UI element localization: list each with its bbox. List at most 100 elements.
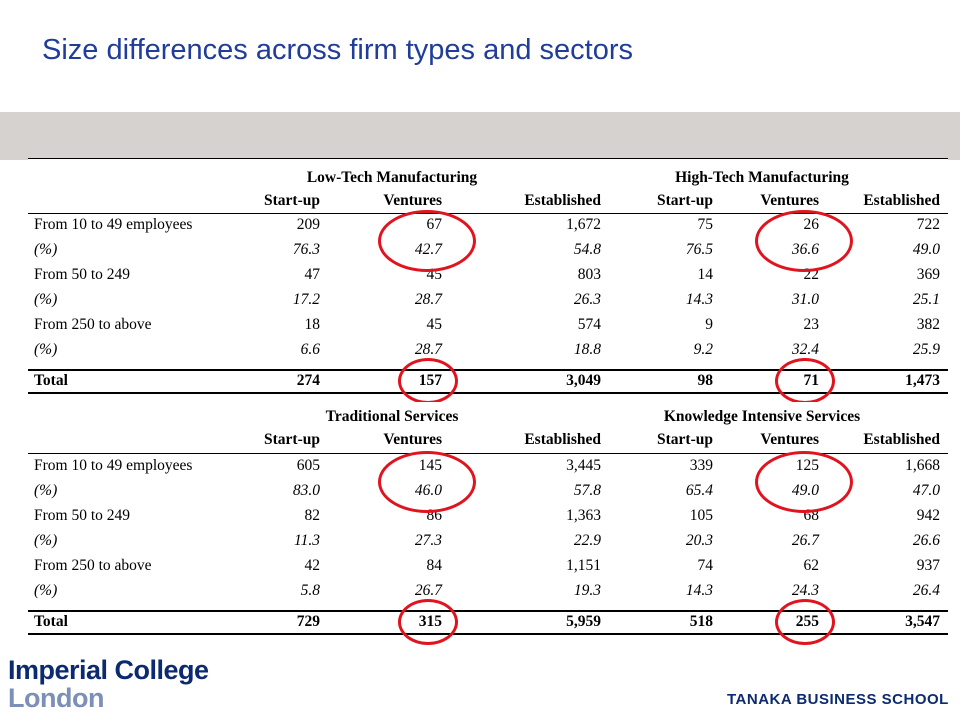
table-cell: 76.3 xyxy=(292,241,320,258)
table-cell: 382 xyxy=(916,316,940,333)
table-cell: 25.9 xyxy=(912,341,940,358)
column-header: Start-up xyxy=(657,431,713,448)
column-header: Start-up xyxy=(264,431,320,448)
table-services: Traditional Services Knowledge Intensive … xyxy=(28,402,948,645)
table-cell: 3,049 xyxy=(566,372,601,389)
column-header: Start-up xyxy=(657,192,713,209)
table-cell: 86 xyxy=(426,507,443,524)
table-cell: 49.0 xyxy=(912,241,940,258)
table-cell: 22.9 xyxy=(573,532,601,549)
table-cell: 45 xyxy=(426,266,443,283)
group-header: High-Tech Manufacturing xyxy=(675,169,849,186)
table-cell: 803 xyxy=(577,266,601,283)
table-cell: 5.8 xyxy=(300,582,320,599)
table-cell: 315 xyxy=(418,613,442,630)
table-cell: 105 xyxy=(689,507,713,524)
table-top-rule xyxy=(28,158,948,159)
table-cell: 54.8 xyxy=(573,241,601,258)
table-cell: 26.4 xyxy=(912,582,940,599)
row-label: From 250 to above xyxy=(34,557,152,574)
group-header: Low-Tech Manufacturing xyxy=(306,169,478,186)
table-cell: 26 xyxy=(803,216,820,233)
table-row: (%) 11.3 27.3 22.9 20.3 26.7 26.6 xyxy=(28,532,948,557)
row-label: Total xyxy=(34,372,68,389)
table-row: From 50 to 249 82 86 1,363 105 68 942 xyxy=(28,507,948,532)
column-header: Ventures xyxy=(760,431,819,448)
table-cell: 125 xyxy=(795,457,819,474)
table-row: (%) 17.2 28.7 26.3 14.3 31.0 25.1 xyxy=(28,291,948,316)
group-header: Traditional Services xyxy=(325,408,459,425)
table-cell: 42 xyxy=(304,557,321,574)
table-cell: 75 xyxy=(697,216,714,233)
table-cell: 369 xyxy=(916,266,940,283)
table-cell: 14.3 xyxy=(685,291,713,308)
table-cell: 28.7 xyxy=(414,291,442,308)
table-row: From 10 to 49 employees 605 145 3,445 339 125… xyxy=(28,457,948,482)
table-cell: 46.0 xyxy=(414,482,442,499)
table-cell: 57.8 xyxy=(573,482,601,499)
table-cell: 42.7 xyxy=(414,241,442,258)
table-cell: 14 xyxy=(697,266,714,283)
total-rule xyxy=(28,369,948,371)
table-cell: 5,959 xyxy=(566,613,601,630)
table-cell: 26.6 xyxy=(912,532,940,549)
row-label: From 250 to above xyxy=(34,316,152,333)
header-band xyxy=(0,112,960,160)
table-cell: 1,672 xyxy=(566,216,601,233)
table-cell: 18.8 xyxy=(573,341,601,358)
table-bottom-rule xyxy=(28,633,948,635)
row-label: From 10 to 49 employees xyxy=(34,216,193,233)
table-manufacturing: Low-Tech Manufacturing High-Tech Manufact… xyxy=(28,158,948,404)
table-cell: 1,363 xyxy=(566,507,601,524)
table-row: (%) 76.3 42.7 54.8 76.5 36.6 49.0 xyxy=(28,241,948,266)
table-cell: 605 xyxy=(296,457,320,474)
table-row: From 50 to 249 47 45 803 14 22 369 xyxy=(28,266,948,291)
table-cell: 1,668 xyxy=(905,457,940,474)
table-cell: 255 xyxy=(795,613,819,630)
row-label: (%) xyxy=(34,532,58,549)
table-cell: 74 xyxy=(697,557,714,574)
table-cell: 339 xyxy=(689,457,713,474)
table-row: (%) 83.0 46.0 57.8 65.4 49.0 47.0 xyxy=(28,482,948,507)
table-cell: 26.3 xyxy=(573,291,601,308)
row-label: Total xyxy=(34,613,68,630)
table-row: From 250 to above 18 45 574 9 23 382 xyxy=(28,316,948,341)
table-cell: 25.1 xyxy=(912,291,940,308)
table-cell: 9.2 xyxy=(693,341,713,358)
table-cell: 1,151 xyxy=(566,557,601,574)
header-rule xyxy=(28,213,948,214)
table-cell: 14.3 xyxy=(685,582,713,599)
table-cell: 47.0 xyxy=(912,482,940,499)
table-cell: 18 xyxy=(304,316,321,333)
table-cell: 49.0 xyxy=(791,482,819,499)
table-cell: 20.3 xyxy=(685,532,713,549)
group-header: Knowledge Intensive Services xyxy=(663,408,861,425)
row-label: (%) xyxy=(34,482,58,499)
table-cell: 3,547 xyxy=(905,613,940,630)
school-logo: TANAKA BUSINESS SCHOOL xyxy=(727,691,949,708)
column-header: Start-up xyxy=(264,192,320,209)
table-cell: 722 xyxy=(916,216,940,233)
table-cell: 26.7 xyxy=(791,532,819,549)
imperial-college-logo: Imperial College London xyxy=(8,655,209,713)
header-rule xyxy=(28,453,948,454)
table-row: Total 729 315 5,959 518 255 3,547 xyxy=(28,613,948,638)
table-cell: 36.6 xyxy=(791,241,819,258)
table-cell: 65.4 xyxy=(685,482,713,499)
table-cell: 28.7 xyxy=(414,341,442,358)
table-cell: 11.3 xyxy=(294,532,320,549)
row-label: From 50 to 249 xyxy=(34,266,131,283)
table-cell: 23 xyxy=(803,316,820,333)
column-header: Established xyxy=(863,431,940,448)
table-cell: 82 xyxy=(304,507,321,524)
table-row: (%) 6.6 28.7 18.8 9.2 32.4 25.9 xyxy=(28,341,948,366)
slide-title: Size differences across firm types and s… xyxy=(42,34,633,66)
column-header: Established xyxy=(863,192,940,209)
table-cell: 145 xyxy=(418,457,442,474)
table-cell: 17.2 xyxy=(292,291,320,308)
table-cell: 32.4 xyxy=(791,341,819,358)
row-label: From 50 to 249 xyxy=(34,507,131,524)
table-cell: 157 xyxy=(418,372,442,389)
column-header: Ventures xyxy=(383,431,442,448)
table-cell: 67 xyxy=(426,216,443,233)
